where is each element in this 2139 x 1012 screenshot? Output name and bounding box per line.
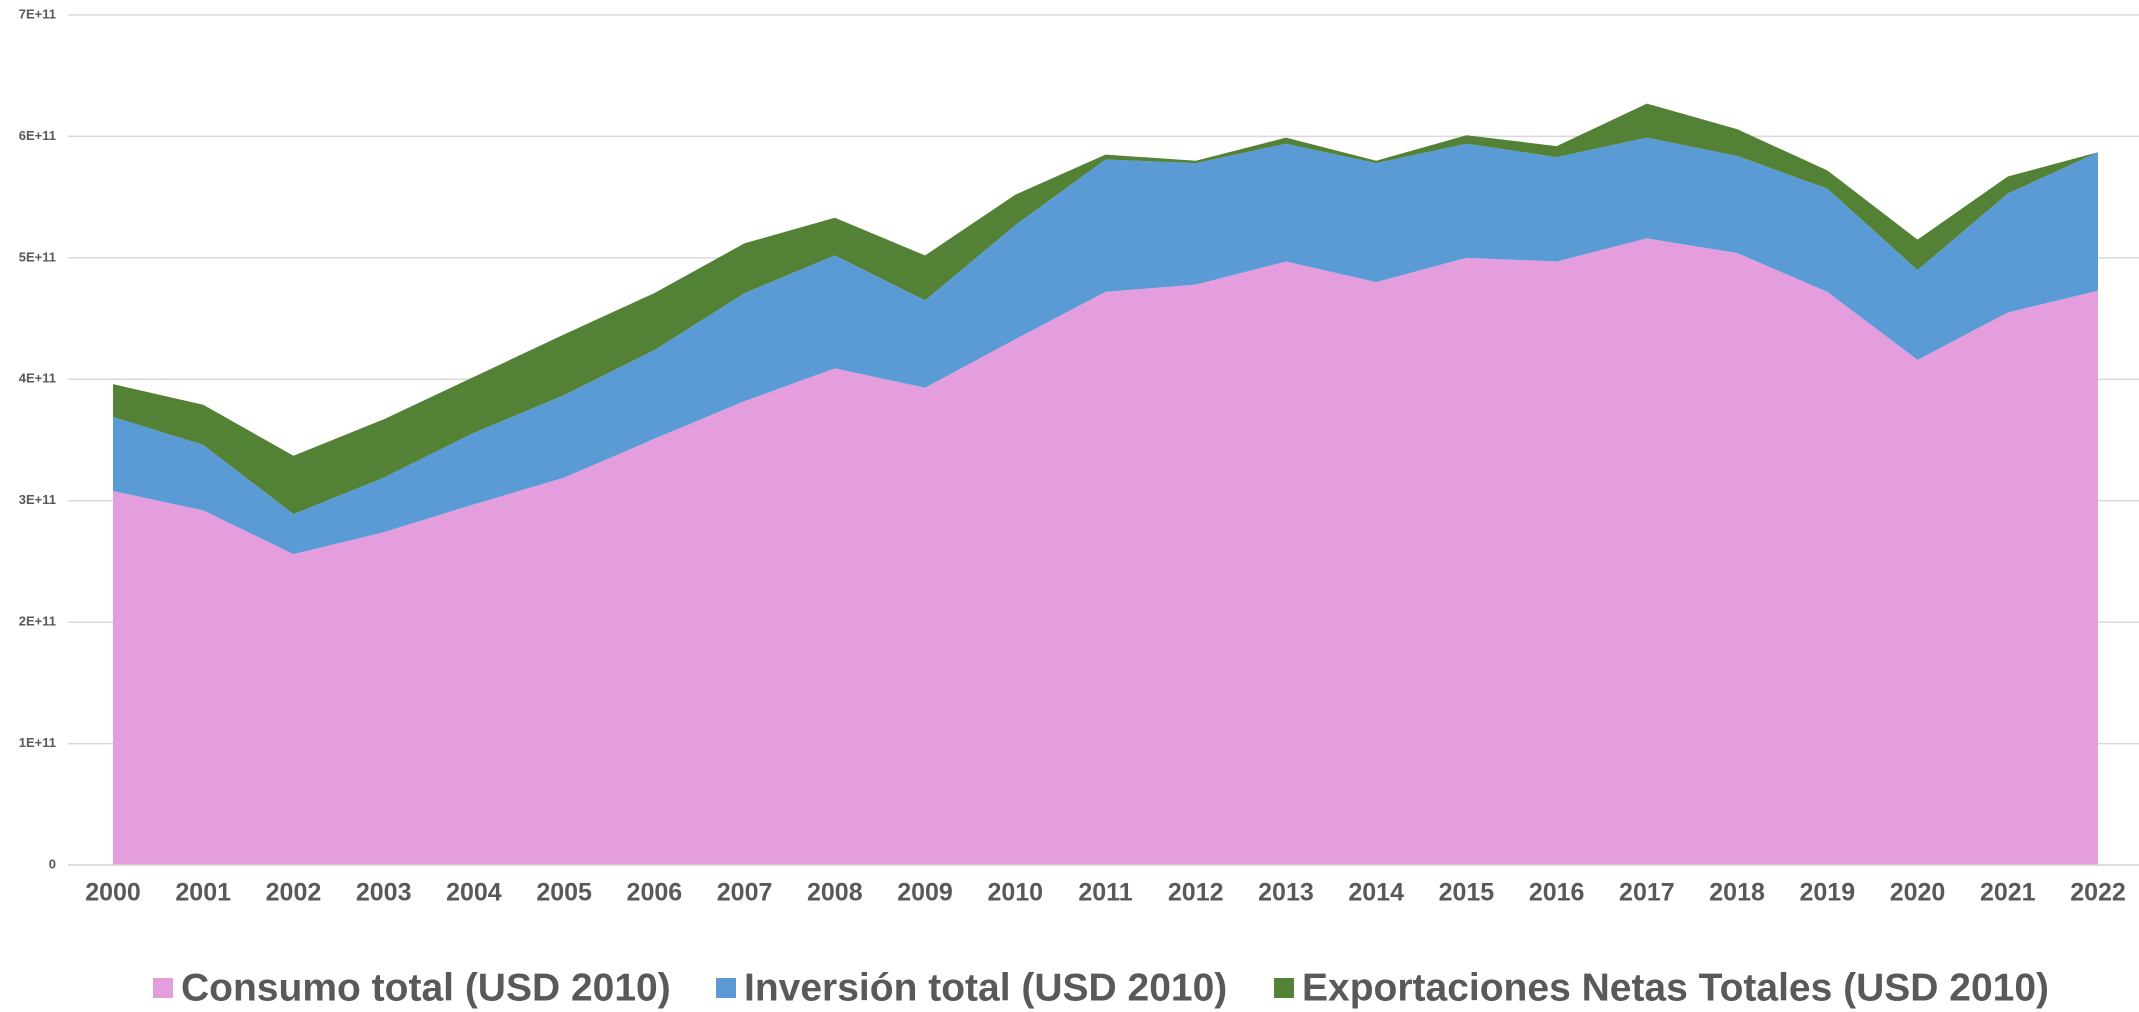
- area: [113, 238, 2098, 865]
- x-tick-label: 2015: [1439, 879, 1495, 907]
- x-tick-label: 2013: [1258, 879, 1314, 907]
- legend-label: Exportaciones Netas Totales (USD 2010): [1302, 966, 2049, 1009]
- x-tick-label: 2001: [175, 879, 231, 907]
- x-tick-label: 2005: [536, 879, 592, 907]
- x-tick-label: 2022: [2070, 879, 2126, 907]
- x-tick-label: 2016: [1529, 879, 1585, 907]
- x-tick-label: 2010: [987, 879, 1043, 907]
- x-tick-label: 2018: [1709, 879, 1765, 907]
- x-tick-label: 2021: [1980, 879, 2036, 907]
- y-tick-label: 2E+11: [19, 614, 56, 629]
- y-tick-label: 3E+11: [19, 492, 56, 507]
- y-tick-label: 6E+11: [19, 128, 56, 143]
- x-tick-label: 2009: [897, 879, 953, 907]
- y-tick-label: 5E+11: [19, 249, 56, 264]
- y-tick-label: 4E+11: [19, 371, 56, 386]
- legend-swatch: [716, 978, 736, 998]
- x-tick-label: 2014: [1348, 879, 1404, 907]
- x-tick-label: 2017: [1619, 879, 1675, 907]
- x-tick-label: 2019: [1800, 879, 1856, 907]
- x-tick-label: 2008: [807, 879, 863, 907]
- x-tick-label: 2000: [85, 879, 141, 907]
- x-tick-label: 2007: [717, 879, 773, 907]
- x-tick-label: 2020: [1890, 879, 1946, 907]
- x-tick-label: 2006: [627, 879, 683, 907]
- legend-label: Inversión total (USD 2010): [744, 966, 1227, 1009]
- area: [113, 103, 2098, 515]
- y-tick-label: 0: [49, 856, 56, 871]
- x-tick-label: 2002: [266, 879, 322, 907]
- x-tick-label: 2004: [446, 879, 502, 907]
- y-tick-label: 1E+11: [19, 735, 56, 750]
- y-tick-label: 7E+11: [19, 6, 56, 21]
- x-tick-label: 2003: [356, 879, 412, 907]
- legend-label: Consumo total (USD 2010): [181, 966, 671, 1009]
- legend-swatch: [153, 978, 173, 998]
- x-tick-label: 2012: [1168, 879, 1224, 907]
- area: [113, 137, 2098, 555]
- x-tick-label: 2011: [1078, 879, 1132, 907]
- legend-swatch: [1274, 978, 1294, 998]
